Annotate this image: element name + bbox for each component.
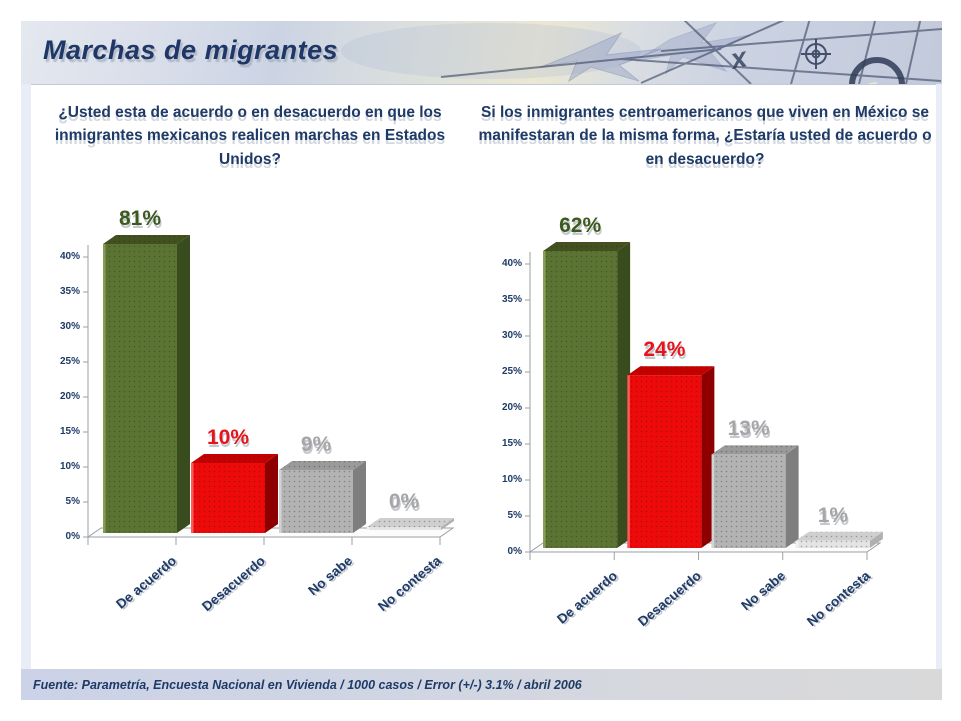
bar-de-acuerdo [543, 242, 631, 548]
y-axis-label: 30% [501, 330, 522, 341]
value-label: 10% [206, 426, 250, 449]
y-axis-label: 15% [501, 438, 522, 449]
header-banner: x z Marchas de migrantes [21, 21, 942, 85]
bar-no-contesta [795, 531, 883, 548]
y-axis-label: 10% [501, 474, 522, 485]
y-axis-label: 0% [65, 531, 80, 542]
value-label: 81% [118, 207, 162, 230]
bar-chart-right: 62% 24% 13% 1% 0% 5% 10% 15% 20% 25% 30% 35% 40% De a… [470, 205, 915, 655]
y-axis-label: 40% [59, 251, 80, 262]
y-axis-label: 10% [59, 461, 80, 472]
y-axis-label: 20% [501, 402, 522, 413]
question-left: ¿Usted esta de acuerdo o en desacuerdo e… [54, 104, 446, 168]
source-text: Fuente: Parametría, Encuesta Nacional en… [33, 677, 582, 692]
chart-canvas [525, 242, 883, 560]
y-axis-label: 40% [501, 258, 522, 269]
y-axis-label: 20% [59, 391, 80, 402]
question-right: Si los inmigrantes centroamericanos que … [478, 104, 932, 168]
value-label: 62% [559, 214, 602, 237]
y-axis-label: 35% [501, 294, 522, 305]
source-footer: Fuente: Parametría, Encuesta Nacional en… [21, 669, 942, 700]
value-label: 0% [388, 490, 420, 513]
value-label: 13% [727, 417, 770, 441]
bar-no-contesta [367, 518, 454, 530]
bar-no-sabe [279, 461, 366, 533]
bar-desacuerdo [627, 366, 715, 548]
value-label: 9% [300, 433, 332, 456]
y-axis-label: 35% [59, 286, 80, 297]
y-axis-label: 5% [507, 510, 522, 521]
bar-de-acuerdo [103, 235, 190, 533]
y-axis-label: 15% [59, 426, 80, 437]
bar-no-sabe [711, 445, 799, 548]
page-title: Marchas de migrantes [43, 35, 339, 65]
value-label: 1% [817, 503, 849, 527]
svg-text:z: z [866, 73, 881, 84]
y-axis-label: 25% [501, 366, 522, 377]
svg-text:x: x [726, 41, 751, 75]
bar-chart-left: 81% 10% 9% 0% 0% 5% 10% 15% 20% 25% 30% 35% 40% De ac… [28, 205, 468, 655]
value-label: 24% [643, 338, 686, 362]
y-axis-label: 25% [59, 356, 80, 367]
left-border-strip [21, 84, 31, 670]
bar-desacuerdo [191, 454, 278, 533]
y-axis-label: 0% [507, 546, 522, 557]
compass-decoration: x z [341, 21, 942, 84]
chart-canvas [83, 235, 455, 545]
y-axis-label: 5% [65, 496, 80, 507]
y-axis-label: 30% [59, 321, 80, 332]
right-border-strip [936, 84, 942, 670]
